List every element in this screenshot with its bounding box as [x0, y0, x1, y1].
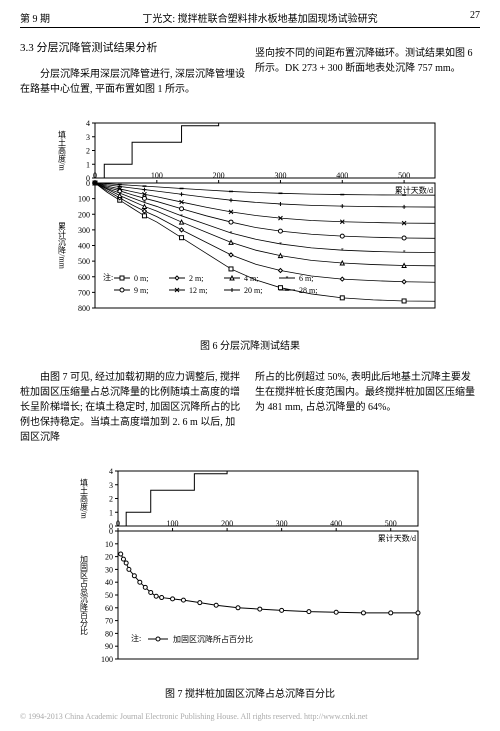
figure-7-caption: 图 7 搅拌桩加固区沉降占总沉降百分比 — [20, 685, 480, 700]
mid-para-right: 所占的比例超过 50%, 表明此后地基土沉降主要发生在搅拌桩长度范围内。最终搅拌… — [255, 370, 480, 415]
svg-text:28 m;: 28 m; — [299, 286, 317, 295]
svg-text:注:: 注: — [131, 633, 141, 643]
svg-text:100: 100 — [78, 194, 90, 203]
svg-text:*: * — [180, 213, 183, 219]
figure-7-chart: 0100200300400500累计天数/d012340102030405060… — [70, 461, 430, 681]
svg-text:400: 400 — [330, 519, 342, 528]
svg-text:4 m;: 4 m; — [244, 274, 258, 283]
page-number: 27 — [470, 10, 480, 25]
svg-text:90: 90 — [105, 642, 113, 651]
svg-text:12 m;: 12 m; — [189, 286, 207, 295]
para-right: 竖向按不同的间距布置沉降磁环。测试结果如图 6所示。DK 273 + 300 断… — [255, 46, 480, 76]
svg-text:0 m;: 0 m; — [134, 274, 148, 283]
svg-text:4: 4 — [86, 119, 90, 128]
svg-text:20 m;: 20 m; — [244, 286, 262, 295]
section-3-3: 3.3 分层沉降管测试结果分析 分层沉降采用深层沉降管进行, 深层沉降管埋设在路… — [20, 36, 480, 107]
svg-text:0: 0 — [116, 519, 120, 528]
figure-6-chart: 0100200300400500累计天数/d012340100200300400… — [50, 113, 450, 333]
svg-text:*: * — [230, 231, 233, 237]
paper-title: 丁光文: 搅拌桩联合塑料排水板地基加固现场试验研究 — [50, 10, 470, 25]
svg-text:*: * — [403, 250, 406, 256]
section-heading: 3.3 分层沉降管测试结果分析 — [20, 40, 245, 57]
copyright-footer: © 1994-2013 China Academic Journal Elect… — [20, 712, 480, 721]
svg-text:200: 200 — [78, 210, 90, 219]
svg-text:10: 10 — [105, 539, 113, 548]
svg-text:100: 100 — [167, 519, 179, 528]
svg-text:800: 800 — [78, 304, 90, 313]
page-header: 第 9 期 丁光文: 搅拌桩联合塑料排水板地基加固现场试验研究 27 — [20, 10, 480, 28]
svg-text:2: 2 — [86, 146, 90, 155]
svg-text:0: 0 — [93, 171, 97, 180]
svg-text:3: 3 — [109, 480, 113, 489]
svg-text:累计天数/d: 累计天数/d — [378, 533, 416, 543]
svg-text:累计沉降/mm: 累计沉降/mm — [58, 222, 67, 269]
svg-text:2 m;: 2 m; — [189, 274, 203, 283]
issue-number: 第 9 期 — [20, 10, 50, 25]
svg-text:100: 100 — [101, 655, 113, 664]
svg-text:填土高度/m: 填土高度/m — [58, 129, 67, 171]
svg-text:500: 500 — [78, 257, 90, 266]
svg-text:70: 70 — [105, 616, 113, 625]
svg-text:40: 40 — [105, 578, 113, 587]
svg-text:400: 400 — [336, 171, 348, 180]
svg-text:*: * — [286, 276, 289, 282]
svg-text:500: 500 — [398, 171, 410, 180]
svg-text:80: 80 — [105, 629, 113, 638]
svg-text:300: 300 — [274, 171, 286, 180]
svg-text:60: 60 — [105, 603, 113, 612]
svg-text:700: 700 — [78, 288, 90, 297]
svg-text:2: 2 — [109, 494, 113, 503]
svg-text:30: 30 — [105, 565, 113, 574]
figure-6-caption: 图 6 分层沉降测试结果 — [20, 337, 480, 352]
svg-text:200: 200 — [213, 171, 225, 180]
svg-text:400: 400 — [78, 241, 90, 250]
para-left: 分层沉降采用深层沉降管进行, 深层沉降管埋设在路基中心位置, 平面布置如图 1 … — [20, 67, 245, 97]
svg-text:200: 200 — [221, 519, 233, 528]
svg-text:300: 300 — [276, 519, 288, 528]
svg-text:4: 4 — [109, 467, 113, 476]
svg-text:*: * — [341, 248, 344, 254]
svg-text:*: * — [143, 200, 146, 206]
svg-text:6 m;: 6 m; — [299, 274, 313, 283]
svg-text:0: 0 — [109, 527, 113, 536]
mid-paragraph: 由图 7 可见, 经过加载初期的应力调整后, 搅拌桩加固区压缩量占总沉降量的比例… — [20, 360, 480, 455]
svg-text:0: 0 — [86, 179, 90, 188]
svg-text:加固区占总沉降百分比: 加固区占总沉降百分比 — [80, 554, 89, 636]
svg-text:累计天数/d: 累计天数/d — [395, 185, 433, 195]
figure-6: 0100200300400500累计天数/d012340100200300400… — [20, 113, 480, 352]
svg-text:填土高度/m: 填土高度/m — [80, 477, 89, 519]
svg-text:*: * — [279, 241, 282, 247]
figure-7: 0100200300400500累计天数/d012340102030405060… — [20, 461, 480, 700]
svg-text:1: 1 — [109, 508, 113, 517]
svg-text:3: 3 — [86, 132, 90, 141]
svg-text:300: 300 — [78, 225, 90, 234]
svg-text:500: 500 — [385, 519, 397, 528]
svg-text:加固区沉降所占百分比: 加固区沉降所占百分比 — [173, 634, 253, 644]
mid-para-left: 由图 7 可见, 经过加载初期的应力调整后, 搅拌桩加固区压缩量占总沉降量的比例… — [20, 370, 245, 445]
svg-text:20: 20 — [105, 552, 113, 561]
svg-text:50: 50 — [105, 591, 113, 600]
svg-text:600: 600 — [78, 272, 90, 281]
svg-text:1: 1 — [86, 160, 90, 169]
svg-text:注:: 注: — [103, 272, 113, 282]
page: 第 9 期 丁光文: 搅拌桩联合塑料排水板地基加固现场试验研究 27 3.3 分… — [0, 0, 500, 731]
svg-text:100: 100 — [151, 171, 163, 180]
svg-text:9 m;: 9 m; — [134, 286, 148, 295]
